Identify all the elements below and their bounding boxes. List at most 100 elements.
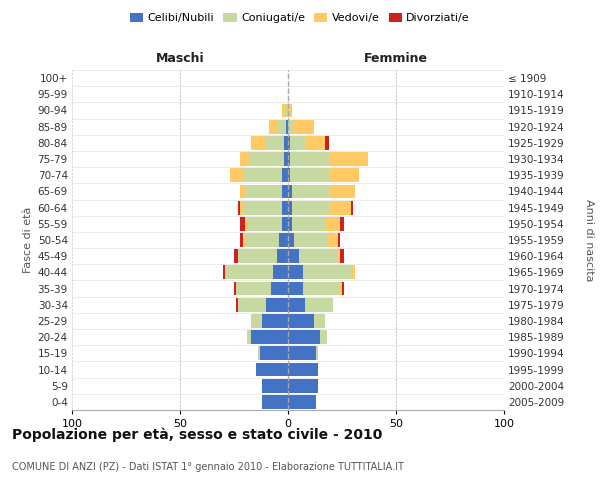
Bar [329, 168, 359, 182]
Bar [350, 266, 355, 280]
Bar [329, 200, 350, 214]
Bar [223, 266, 226, 280]
Bar [316, 346, 318, 360]
Bar [245, 184, 281, 198]
Bar [262, 395, 288, 409]
Bar [260, 346, 288, 360]
Bar [247, 217, 281, 230]
Bar [286, 120, 288, 134]
Bar [277, 250, 288, 263]
Bar [288, 104, 292, 118]
Text: COMUNE DI ANZI (PZ) - Dati ISTAT 1° gennaio 2010 - Elaborazione TUTTITALIA.IT: COMUNE DI ANZI (PZ) - Dati ISTAT 1° genn… [12, 462, 404, 472]
Bar [238, 298, 266, 312]
Bar [242, 168, 281, 182]
Bar [281, 168, 288, 182]
Bar [288, 120, 295, 134]
Bar [241, 217, 245, 230]
Bar [226, 266, 273, 280]
Bar [238, 200, 241, 214]
Bar [292, 200, 329, 214]
Bar [256, 362, 288, 376]
Bar [241, 233, 242, 247]
Bar [251, 136, 266, 149]
Bar [292, 184, 329, 198]
Bar [249, 152, 284, 166]
Bar [288, 395, 316, 409]
Bar [269, 120, 277, 134]
Bar [251, 314, 262, 328]
Y-axis label: Fasce di età: Fasce di età [23, 207, 34, 273]
Text: Femmine: Femmine [364, 52, 428, 65]
Bar [245, 233, 280, 247]
Bar [273, 266, 288, 280]
Bar [327, 233, 338, 247]
Bar [290, 152, 329, 166]
Bar [242, 233, 245, 247]
Bar [290, 136, 305, 149]
Bar [338, 250, 340, 263]
Bar [288, 266, 303, 280]
Bar [299, 250, 338, 263]
Bar [295, 233, 327, 247]
Bar [266, 298, 288, 312]
Bar [325, 136, 329, 149]
Bar [241, 184, 245, 198]
Bar [258, 346, 260, 360]
Bar [288, 298, 305, 312]
Bar [234, 282, 236, 296]
Bar [288, 233, 295, 247]
Bar [340, 217, 344, 230]
Bar [288, 379, 318, 392]
Bar [284, 152, 288, 166]
Legend: Celibi/Nubili, Coniugati/e, Vedovi/e, Divorziati/e: Celibi/Nubili, Coniugati/e, Vedovi/e, Di… [125, 8, 475, 28]
Bar [288, 346, 316, 360]
Bar [288, 168, 290, 182]
Bar [241, 200, 242, 214]
Bar [288, 217, 292, 230]
Bar [329, 152, 368, 166]
Text: Maschi: Maschi [155, 52, 205, 65]
Bar [251, 330, 288, 344]
Bar [281, 217, 288, 230]
Bar [284, 136, 288, 149]
Bar [288, 250, 299, 263]
Bar [288, 314, 314, 328]
Text: Popolazione per età, sesso e stato civile - 2010: Popolazione per età, sesso e stato civil… [12, 428, 382, 442]
Bar [247, 330, 251, 344]
Bar [303, 266, 350, 280]
Bar [236, 298, 238, 312]
Bar [234, 250, 238, 263]
Bar [288, 362, 318, 376]
Bar [288, 282, 303, 296]
Bar [242, 200, 281, 214]
Bar [281, 184, 288, 198]
Bar [262, 314, 288, 328]
Bar [286, 104, 288, 118]
Bar [295, 120, 314, 134]
Bar [288, 136, 290, 149]
Bar [338, 233, 340, 247]
Bar [329, 184, 355, 198]
Bar [342, 282, 344, 296]
Bar [288, 200, 292, 214]
Bar [288, 152, 290, 166]
Bar [290, 168, 329, 182]
Bar [230, 168, 242, 182]
Bar [262, 379, 288, 392]
Bar [288, 184, 292, 198]
Bar [320, 330, 327, 344]
Bar [271, 282, 288, 296]
Y-axis label: Anni di nascita: Anni di nascita [584, 198, 595, 281]
Bar [340, 282, 342, 296]
Bar [305, 136, 325, 149]
Bar [350, 200, 353, 214]
Bar [292, 217, 325, 230]
Bar [238, 250, 277, 263]
Bar [241, 152, 249, 166]
Bar [245, 217, 247, 230]
Bar [305, 298, 334, 312]
Bar [340, 250, 344, 263]
Bar [236, 282, 271, 296]
Bar [325, 217, 340, 230]
Bar [266, 136, 284, 149]
